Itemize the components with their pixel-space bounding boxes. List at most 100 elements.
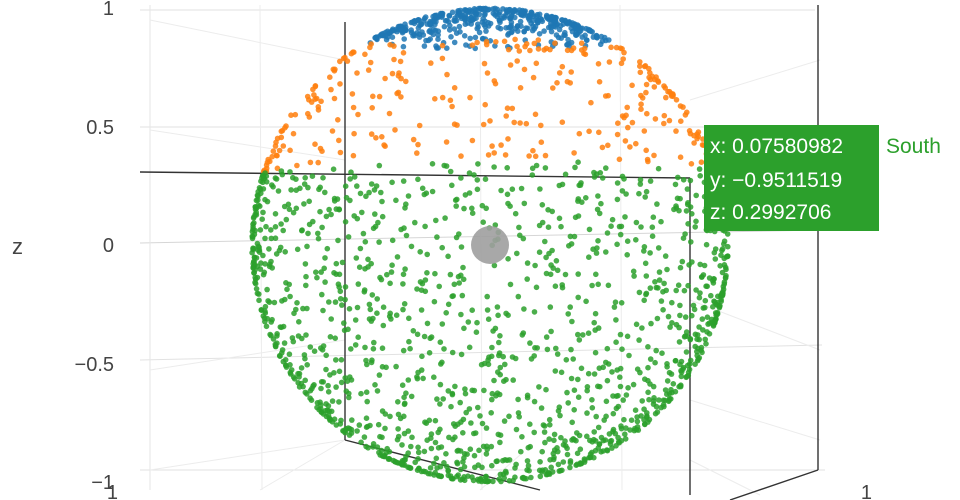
data-point: [577, 446, 584, 453]
data-point: [670, 93, 676, 100]
data-point: [347, 374, 353, 380]
data-point: [685, 282, 691, 289]
data-point: [337, 58, 343, 65]
data-point: [563, 357, 570, 363]
data-point: [386, 448, 393, 455]
data-point: [595, 383, 601, 390]
data-point: [497, 439, 503, 446]
data-point: [363, 193, 369, 200]
data-point: [342, 183, 349, 189]
data-point: [559, 63, 566, 70]
data-point: [677, 103, 684, 109]
data-point: [335, 117, 341, 123]
data-point: [558, 223, 564, 230]
data-point: [550, 85, 556, 91]
data-point: [501, 13, 507, 19]
data-point: [503, 470, 509, 476]
data-point: [634, 418, 641, 425]
data-point: [548, 328, 554, 335]
data-point: [432, 417, 439, 424]
box-edge: [729, 469, 819, 500]
data-point: [629, 82, 635, 89]
data-point: [491, 164, 497, 170]
data-point: [320, 307, 326, 314]
data-point: [477, 413, 483, 419]
data-point: [416, 122, 423, 129]
data-point: [457, 11, 464, 18]
data-point: [462, 390, 469, 397]
data-point: [565, 400, 571, 406]
data-point: [625, 124, 631, 131]
data-point: [641, 297, 647, 304]
data-point: [585, 370, 592, 377]
data-point: [425, 37, 432, 44]
data-point: [325, 382, 331, 389]
data-point: [488, 410, 495, 416]
data-point: [422, 223, 428, 230]
data-point: [502, 152, 509, 158]
data-point: [288, 187, 294, 193]
data-point: [603, 249, 609, 255]
data-point: [309, 173, 316, 179]
data-point: [692, 331, 699, 338]
data-point: [322, 279, 328, 285]
data-point: [312, 141, 318, 147]
data-point: [652, 279, 658, 285]
data-point: [636, 337, 642, 343]
data-point: [329, 398, 336, 404]
data-point: [448, 403, 454, 410]
data-point: [595, 325, 602, 331]
data-point: [250, 261, 256, 267]
data-point: [298, 380, 305, 387]
data-point: [269, 316, 275, 323]
data-point: [315, 230, 321, 237]
data-point: [401, 225, 407, 231]
data-point: [683, 374, 689, 381]
data-point: [421, 15, 428, 22]
data-point: [559, 119, 566, 125]
data-point: [343, 425, 349, 432]
data-point: [562, 438, 568, 444]
data-point: [526, 153, 532, 159]
data-point: [465, 8, 471, 14]
data-point: [331, 95, 338, 102]
data-point: [632, 407, 639, 414]
series-band-0: [367, 5, 612, 52]
data-point: [436, 283, 443, 290]
data-point: [278, 221, 284, 227]
data-point: [687, 204, 694, 210]
data-point: [504, 105, 511, 111]
data-point: [614, 180, 621, 186]
data-point: [517, 18, 524, 25]
data-point: [324, 245, 331, 252]
data-point: [595, 238, 601, 244]
data-point: [639, 325, 645, 331]
data-point: [687, 336, 694, 343]
data-point: [358, 439, 364, 446]
data-point: [489, 390, 496, 397]
data-point: [451, 39, 458, 46]
data-point: [473, 15, 479, 21]
data-point: [471, 452, 478, 459]
data-point: [585, 330, 592, 337]
data-point: [661, 83, 667, 89]
data-point: [584, 410, 590, 416]
data-point: [511, 119, 517, 126]
data-point: [474, 39, 480, 46]
data-point: [524, 25, 531, 32]
data-point: [464, 451, 470, 458]
data-point: [389, 262, 395, 269]
data-point: [371, 187, 378, 193]
data-point: [598, 33, 605, 40]
data-point: [551, 14, 558, 21]
data-point: [621, 416, 627, 423]
data-point: [290, 130, 297, 137]
data-point: [662, 253, 669, 259]
data-point: [614, 241, 620, 248]
data-point: [403, 232, 410, 239]
data-point: [721, 238, 728, 244]
data-point: [650, 214, 657, 220]
data-point: [325, 389, 332, 395]
data-point: [302, 355, 308, 362]
